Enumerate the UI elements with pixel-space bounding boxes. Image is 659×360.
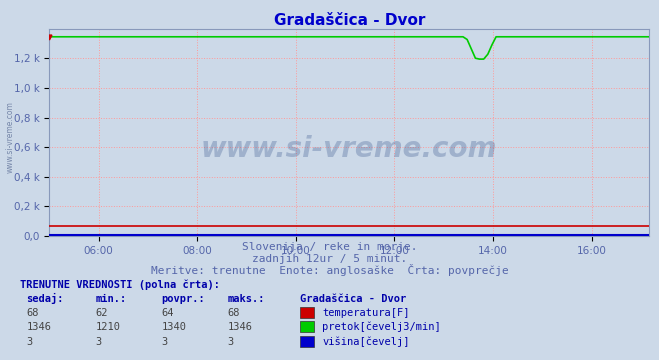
Text: Meritve: trenutne  Enote: anglosaške  Črta: povprečje: Meritve: trenutne Enote: anglosaške Črta…	[151, 264, 508, 276]
Text: min.:: min.:	[96, 294, 127, 304]
Text: maks.:: maks.:	[227, 294, 265, 304]
Text: 62: 62	[96, 308, 108, 318]
Text: 1340: 1340	[161, 323, 186, 333]
Text: www.si-vreme.com: www.si-vreme.com	[201, 135, 498, 163]
Text: pretok[čevelj3/min]: pretok[čevelj3/min]	[322, 322, 441, 333]
Text: 1210: 1210	[96, 323, 121, 333]
Text: www.si-vreme.com: www.si-vreme.com	[5, 101, 14, 173]
Title: Gradaščica - Dvor: Gradaščica - Dvor	[273, 13, 425, 28]
Text: 3: 3	[161, 337, 167, 347]
Text: 64: 64	[161, 308, 174, 318]
Text: višina[čevelj]: višina[čevelj]	[322, 336, 410, 347]
Text: TRENUTNE VREDNOSTI (polna črta):: TRENUTNE VREDNOSTI (polna črta):	[20, 279, 219, 290]
Text: povpr.:: povpr.:	[161, 294, 205, 304]
Text: sedaj:: sedaj:	[26, 293, 64, 304]
Text: 3: 3	[227, 337, 233, 347]
Text: 3: 3	[96, 337, 101, 347]
Text: 68: 68	[227, 308, 240, 318]
Text: zadnjih 12ur / 5 minut.: zadnjih 12ur / 5 minut.	[252, 254, 407, 264]
Text: 1346: 1346	[26, 323, 51, 333]
Text: 1346: 1346	[227, 323, 252, 333]
Text: Slovenija / reke in morje.: Slovenija / reke in morje.	[242, 242, 417, 252]
Text: 68: 68	[26, 308, 39, 318]
Text: temperatura[F]: temperatura[F]	[322, 308, 410, 318]
Text: 3: 3	[26, 337, 32, 347]
Text: Gradaščica - Dvor: Gradaščica - Dvor	[300, 294, 406, 304]
